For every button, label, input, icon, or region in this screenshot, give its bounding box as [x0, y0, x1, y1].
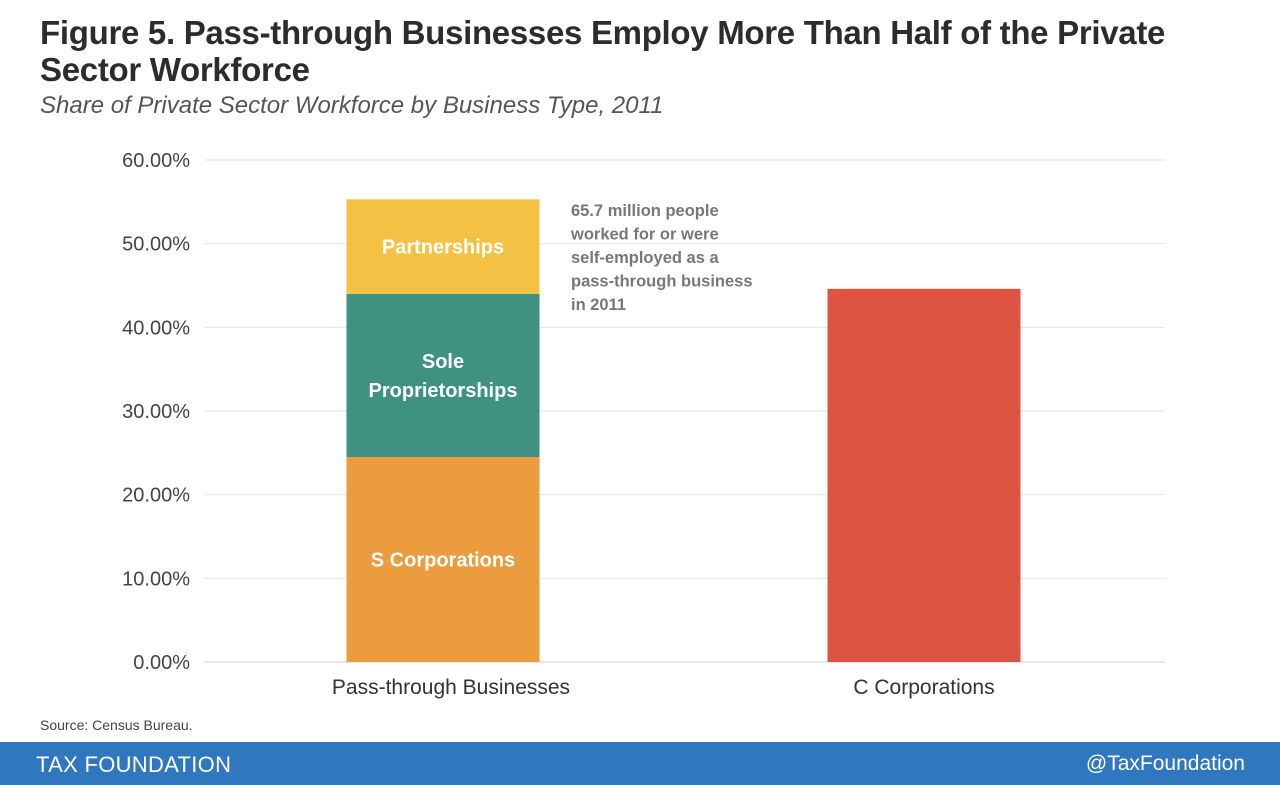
segment-label-sole-proprietorships-line-0: Sole	[422, 351, 464, 373]
y-tick-label-5: 50.00%	[122, 234, 190, 256]
annotation-text: 65.7 million people worked for or were sel…	[570, 202, 753, 314]
segment-labels: S Corporations Sole Proprietorships Partner…	[369, 237, 518, 572]
footer-bar: TAX FOUNDATION @TaxFoundation	[0, 742, 1280, 785]
segment-label-s-corporations: S Corporations	[371, 550, 515, 572]
bar-segment-s-corporations	[346, 457, 540, 662]
annotation-line-1: worked for or were	[570, 226, 719, 244]
source-note: Source: Census Bureau.	[40, 717, 193, 733]
footer-brand: TAX FOUNDATION	[36, 752, 232, 777]
x-category-label-0: Pass-through Businesses	[332, 676, 570, 699]
annotation-line-0: 65.7 million people	[571, 202, 719, 220]
y-axis-ticks: 0.00% 10.00% 20.00% 30.00% 40.00% 50.00% 60.00…	[122, 150, 190, 674]
y-tick-label-2: 20.00%	[122, 485, 190, 507]
footer-handle[interactable]: @TaxFoundation	[1085, 752, 1245, 775]
chart-subtitle: Share of Private Sector Workforce by Bus…	[40, 92, 664, 119]
y-tick-label-3: 30.00%	[122, 401, 190, 423]
y-tick-label-4: 40.00%	[122, 317, 190, 339]
chart-title: Figure 5. Pass-through Businesses Employ…	[40, 14, 1166, 88]
bar-segment-partnerships	[346, 199, 540, 294]
bar-segment-sole-proprietorships	[346, 293, 540, 458]
y-tick-label-6: 60.00%	[122, 150, 190, 172]
y-tick-label-0: 0.00%	[133, 652, 190, 674]
x-category-label-1: C Corporations	[853, 676, 994, 699]
bars	[346, 199, 1021, 662]
segment-label-sole-proprietorships-line-1: Proprietorships	[369, 380, 518, 402]
segment-label-partnerships: Partnerships	[382, 237, 504, 259]
annotation-line-4: in 2011	[571, 296, 626, 314]
x-axis-categories: Pass-through Businesses C Corporations	[332, 676, 995, 699]
bar-segment-c-corporations	[827, 288, 1021, 662]
annotation-line-2: self-employed as a	[571, 249, 719, 267]
y-tick-label-1: 10.00%	[122, 568, 190, 590]
annotation-line-3: pass-through business	[571, 273, 753, 291]
